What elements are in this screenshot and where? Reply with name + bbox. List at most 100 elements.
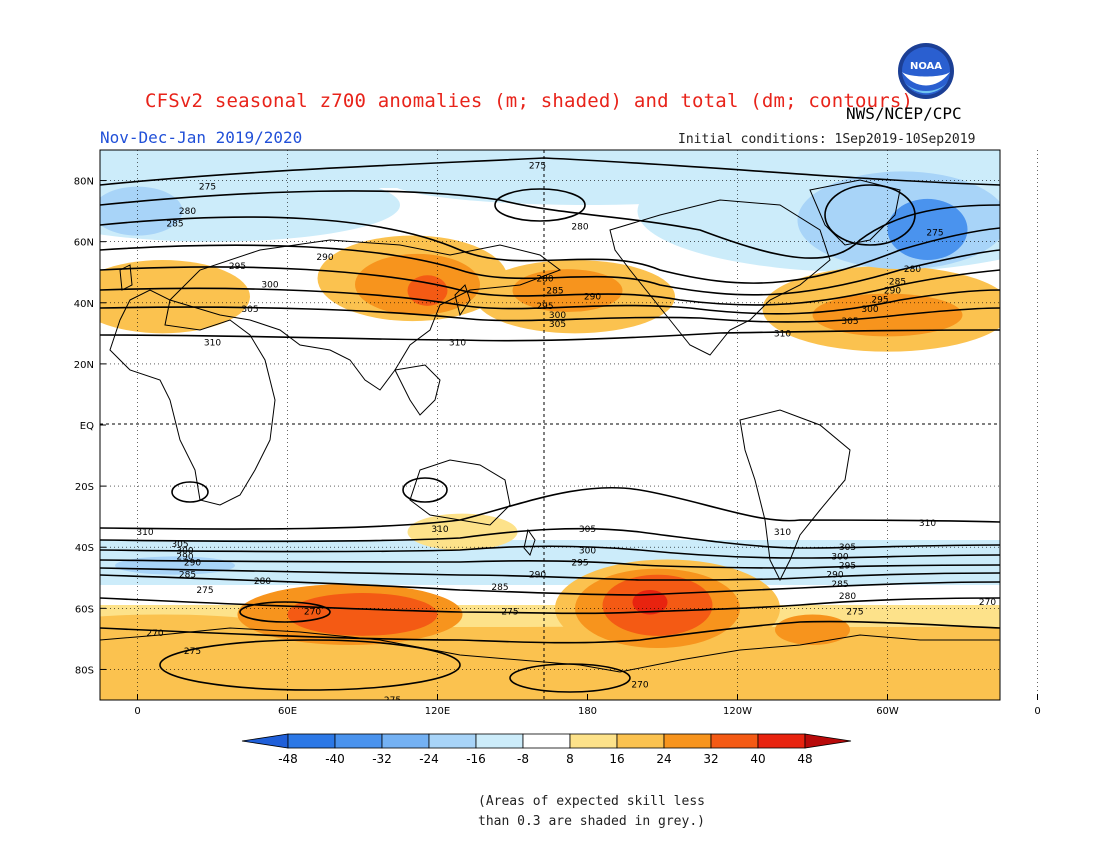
contour-label: 285 — [166, 219, 183, 229]
coastlines — [100, 179, 1000, 673]
greenland-coast — [809, 179, 901, 246]
colorbar-segment — [569, 733, 618, 749]
colorbar-segment — [381, 733, 430, 749]
contour-label: 310 — [136, 528, 153, 538]
contour-310-south — [100, 486, 1000, 530]
indochina-coast — [394, 364, 441, 416]
contour-label: 275 — [184, 647, 201, 657]
contour-label: 290 — [584, 293, 601, 303]
contour-label: 275 — [529, 161, 546, 171]
contour-285-north — [100, 216, 1000, 284]
colorbar-segment — [475, 733, 524, 749]
contour-closed-australia — [402, 477, 448, 503]
height-contours — [100, 157, 1000, 693]
contour-label: 290 — [884, 287, 901, 297]
colorbar-tick-label: 24 — [656, 752, 671, 766]
lon-tick-label: 0 — [134, 706, 140, 717]
colorbar-segment — [287, 733, 336, 749]
noaa-logo-text: NOAA — [910, 61, 942, 72]
antarctica-coast — [100, 627, 1000, 673]
anomaly-region — [512, 269, 623, 312]
contour-280-north — [100, 190, 1000, 259]
longitude-ticks: 0 60E 120E 180 120W 60W 0 — [134, 150, 1041, 717]
contour-label: 310 — [431, 525, 448, 535]
contour-label: 310 — [204, 339, 221, 349]
forecast-period: Nov-Dec-Jan 2019/2020 — [100, 128, 303, 147]
lat-tick-label: 40N — [74, 299, 94, 310]
contour-label: 300 — [579, 546, 596, 556]
contour-label: 285 — [491, 583, 508, 593]
noaa-logo-icon: NOAA — [898, 43, 954, 99]
contour-label: 285 — [889, 277, 906, 287]
contour-label: 305 — [841, 317, 858, 327]
contour-300-north — [100, 287, 1000, 315]
lon-tick-label: 180 — [578, 706, 597, 717]
contour-285-south — [100, 574, 1000, 596]
contour-label: 280 — [839, 592, 856, 602]
contour-295-north — [100, 266, 1000, 306]
britain-coast — [119, 264, 133, 291]
colorbar-tick-label: -40 — [325, 752, 345, 766]
contour-label: 295 — [571, 559, 588, 569]
colorbar-segment — [663, 733, 712, 749]
colorbar-segment — [334, 733, 383, 749]
asia-coast — [169, 239, 562, 391]
contour-label: 270 — [631, 681, 648, 691]
contour-label: 305 — [839, 543, 856, 553]
contour-280-closed-north — [494, 188, 586, 222]
contour-label: 295 — [536, 302, 553, 312]
contour-305-south — [100, 527, 1000, 549]
contour-label: 300 — [861, 305, 878, 315]
contour-label: 275 — [501, 607, 518, 617]
colorbar-tick-label: -48 — [278, 752, 298, 766]
contour-closed-southern-africa — [171, 481, 209, 503]
colorbar-segment — [757, 733, 806, 749]
contour-label: 290 — [176, 552, 193, 562]
contour-label: 285 — [546, 287, 563, 297]
contour-label: 280 — [536, 274, 553, 284]
contour-270-closed-antarctic — [509, 663, 631, 693]
contour-270-closed-south — [239, 601, 331, 623]
contour-label: 310 — [919, 519, 936, 529]
contour-label: 305 — [549, 320, 566, 330]
anomaly-region — [887, 198, 968, 260]
skill-footnote-line1: (Areas of expected skill less — [478, 794, 705, 809]
contour-label: 300 — [261, 280, 278, 290]
lat-tick-label: EQ — [80, 421, 94, 432]
contour-label: 290 — [316, 253, 333, 263]
colorbar-tick-label: -24 — [419, 752, 439, 766]
contour-310-north — [100, 329, 1000, 342]
contour-label: 290 — [826, 571, 843, 581]
anomaly-region — [287, 593, 438, 636]
contour-label: 270 — [304, 607, 321, 617]
contour-label: 310 — [449, 339, 466, 349]
japan-coast — [454, 284, 471, 317]
skill-footnote-line2: than 0.3 are shaded in grey.) — [478, 814, 705, 829]
colorbar-right-arrow — [804, 733, 852, 749]
contour-300-south — [100, 545, 1000, 559]
figure-title: CFSv2 seasonal z700 anomalies (m; shaded… — [145, 90, 914, 112]
contour-290-south — [100, 567, 1000, 581]
contour-label: 310 — [774, 528, 791, 538]
lat-tick-label: 80S — [75, 665, 94, 676]
contour-label: 275 — [196, 586, 213, 596]
lat-tick-label: 80N — [74, 177, 94, 188]
lat-tick-label: 60N — [74, 238, 94, 249]
contour-305-north — [100, 306, 1000, 323]
colorbar-tick-label: 48 — [797, 752, 812, 766]
lat-tick-label: 40S — [75, 543, 94, 554]
contour-label: 290 — [184, 559, 201, 569]
anomaly-region — [775, 614, 850, 645]
contour-label: 275 — [199, 183, 216, 193]
contour-label: 280 — [904, 265, 921, 275]
contour-275-closed-greenland — [824, 184, 916, 246]
colorbar-tick-label: -16 — [466, 752, 486, 766]
lon-tick-label: 60E — [278, 706, 297, 717]
lat-tick-label: 60S — [75, 604, 94, 615]
north-america-coast — [609, 199, 831, 356]
contour-295-south — [100, 559, 1000, 569]
anomaly-region — [115, 556, 235, 575]
lon-tick-label: 120E — [425, 706, 450, 717]
